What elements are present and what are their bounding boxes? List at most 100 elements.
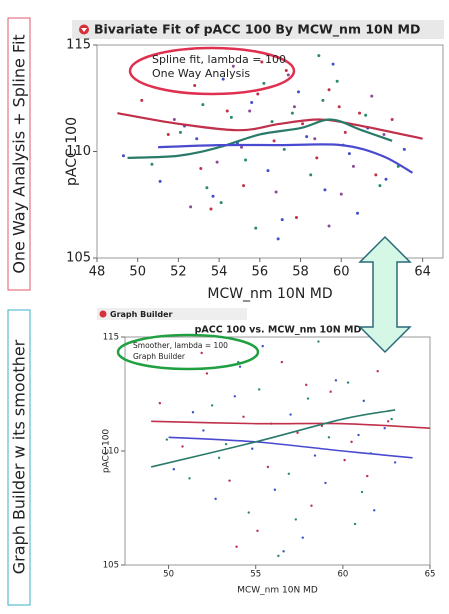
x-tick-label: 65	[425, 570, 436, 580]
smoother-line	[151, 420, 431, 429]
data-point	[305, 135, 309, 139]
data-point	[343, 130, 347, 134]
data-point	[343, 458, 346, 462]
data-point	[277, 554, 280, 558]
data-point	[233, 395, 236, 398]
data-point	[217, 456, 221, 460]
data-point	[282, 147, 286, 151]
data-point	[158, 401, 162, 405]
data-point	[390, 118, 394, 122]
data-point	[158, 179, 162, 183]
data-point	[272, 139, 276, 143]
data-point	[324, 481, 327, 485]
disclosure-arrow	[81, 28, 87, 32]
disclosure-icon[interactable]	[99, 310, 107, 318]
annotation: One Way Analysis	[152, 67, 250, 80]
side-box	[7, 17, 31, 291]
data-point	[301, 536, 304, 539]
data-point	[350, 440, 353, 444]
data-point	[229, 115, 233, 119]
data-point	[235, 545, 238, 548]
y-tick-label: 110	[66, 144, 91, 159]
panel-header	[97, 308, 247, 320]
data-point	[191, 411, 195, 414]
data-point	[250, 101, 254, 105]
data-point	[315, 156, 319, 160]
data-point	[327, 88, 331, 92]
data-point	[378, 184, 382, 188]
data-point	[290, 111, 294, 115]
data-point	[366, 474, 369, 478]
data-point	[121, 154, 125, 158]
data-point	[296, 431, 299, 434]
data-point	[294, 216, 298, 220]
data-point	[251, 447, 254, 450]
data-point	[225, 109, 229, 113]
data-point	[172, 118, 176, 122]
plot-frame	[124, 336, 431, 566]
data-point	[240, 145, 244, 149]
data-point	[347, 152, 351, 156]
data-point	[166, 132, 170, 136]
data-point	[261, 344, 264, 348]
data-point	[209, 207, 213, 211]
data-point	[266, 169, 270, 173]
double-arrow	[358, 235, 412, 354]
x-tick-label: 58	[292, 265, 309, 280]
data-point	[301, 122, 305, 126]
data-point	[335, 79, 339, 83]
data-point	[224, 442, 228, 446]
data-point	[286, 73, 290, 77]
x-tick-label: 48	[89, 265, 106, 280]
data-point	[317, 340, 320, 343]
x-tick-label: 60	[337, 570, 348, 580]
data-point	[327, 224, 331, 228]
data-point	[195, 137, 199, 141]
data-point	[292, 105, 296, 109]
data-point	[172, 468, 175, 471]
data-point	[331, 62, 335, 66]
data-point	[329, 390, 332, 393]
data-point	[310, 504, 313, 507]
data-point	[323, 188, 327, 192]
data-point	[254, 226, 258, 230]
data-point	[211, 194, 215, 198]
data-point	[202, 429, 205, 432]
data-point	[364, 113, 368, 117]
chart-title: Bivariate Fit of pACC 100 By MCW_nm 10N …	[94, 22, 420, 38]
data-point	[199, 167, 203, 171]
data-point	[321, 98, 325, 102]
data-point	[351, 164, 355, 168]
data-point	[205, 186, 209, 190]
data-point	[274, 190, 278, 194]
side-label: Graph Builder w its smoother	[10, 339, 29, 574]
data-point	[270, 120, 274, 124]
data-point	[238, 365, 242, 368]
data-point	[280, 218, 284, 222]
data-point	[306, 397, 310, 400]
data-point	[282, 550, 285, 553]
data-point	[334, 379, 338, 382]
data-point	[357, 433, 360, 437]
data-point	[294, 518, 297, 521]
data-point	[317, 54, 321, 58]
data-point	[140, 98, 144, 102]
data-point	[373, 509, 376, 512]
data-point	[382, 132, 386, 136]
x-tick-label: 64	[414, 265, 431, 280]
x-tick-label: 50	[129, 265, 146, 280]
data-point	[320, 424, 324, 428]
data-point	[215, 160, 219, 164]
y-tick-label: 105	[103, 561, 119, 571]
data-point	[210, 404, 214, 407]
data-point	[150, 162, 154, 166]
data-point	[193, 83, 197, 87]
data-point	[353, 522, 357, 526]
y-tick-label: 115	[103, 333, 119, 343]
data-point	[383, 427, 386, 430]
data-point	[289, 413, 292, 416]
data-point	[280, 360, 284, 364]
data-point	[339, 192, 343, 196]
data-point	[309, 173, 313, 177]
